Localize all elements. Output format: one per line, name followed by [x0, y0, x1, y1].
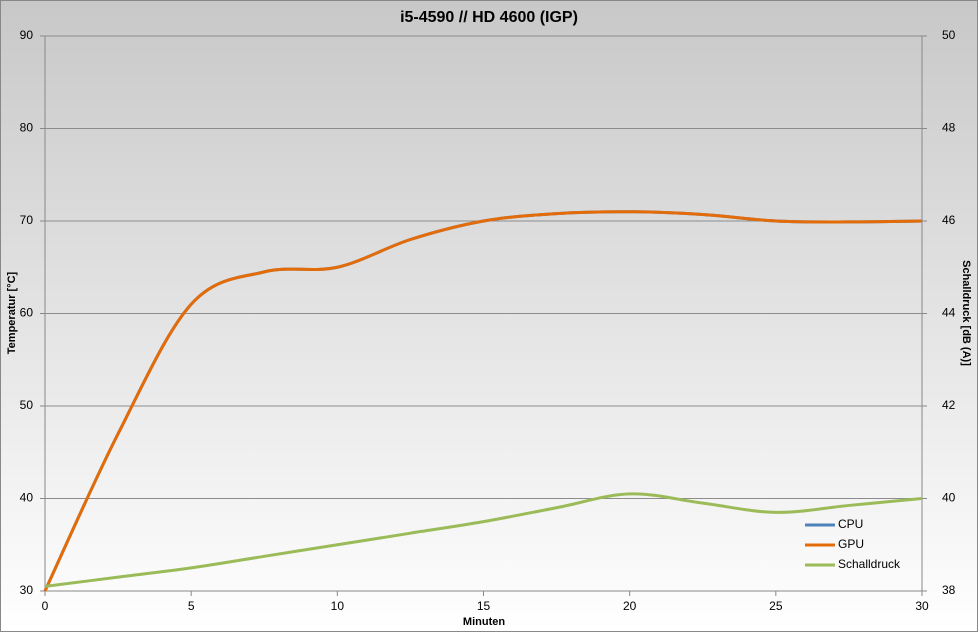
y-tick-label: 40	[20, 491, 34, 505]
x-tick-label: 15	[477, 599, 491, 613]
y2-tick-label: 48	[942, 121, 956, 135]
x-tick-label: 20	[623, 599, 637, 613]
x-axis-title: Minuten	[463, 616, 505, 628]
y2-tick-label: 44	[942, 306, 956, 320]
y2-axis-title: Schalldruck [dB (A)]	[960, 260, 972, 366]
y-tick-label: 30	[20, 583, 34, 597]
y-tick-label: 70	[20, 213, 34, 227]
y2-tick-label: 42	[942, 398, 956, 412]
y-tick-label: 60	[20, 306, 34, 320]
x-tick-label: 10	[331, 599, 345, 613]
x-tick-label: 25	[769, 599, 783, 613]
line	[44, 492, 923, 588]
x-tick-label: 0	[42, 599, 49, 613]
x-tick-label: 30	[915, 599, 929, 613]
chart-title: i5-4590 // HD 4600 (IGP)	[400, 9, 578, 26]
y-axis-title: Temperatur [°C]	[6, 271, 18, 354]
line	[43, 210, 923, 592]
y2-tick-label: 40	[942, 491, 956, 505]
y2-tick-label: 50	[942, 28, 956, 42]
x-tick-label: 5	[188, 599, 195, 613]
legend-label: CPU	[838, 517, 863, 531]
legend-label: GPU	[838, 537, 864, 551]
y-tick-label: 50	[20, 398, 34, 412]
y-tick-label: 80	[20, 121, 34, 135]
y2-tick-label: 38	[942, 583, 956, 597]
legend-label: Schalldruck	[838, 557, 901, 571]
y2-tick-label: 46	[942, 213, 956, 227]
y-tick-label: 90	[20, 28, 34, 42]
